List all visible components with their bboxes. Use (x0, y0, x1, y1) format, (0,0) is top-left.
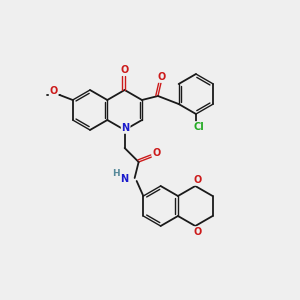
Text: N: N (122, 123, 130, 133)
Text: O: O (193, 227, 201, 237)
Text: Cl: Cl (194, 122, 204, 132)
Text: O: O (121, 65, 129, 75)
Text: O: O (193, 175, 201, 185)
Text: O: O (50, 86, 58, 96)
Text: O: O (158, 72, 166, 82)
Text: O: O (152, 148, 161, 158)
Text: H: H (112, 169, 119, 178)
Text: N: N (121, 174, 129, 184)
